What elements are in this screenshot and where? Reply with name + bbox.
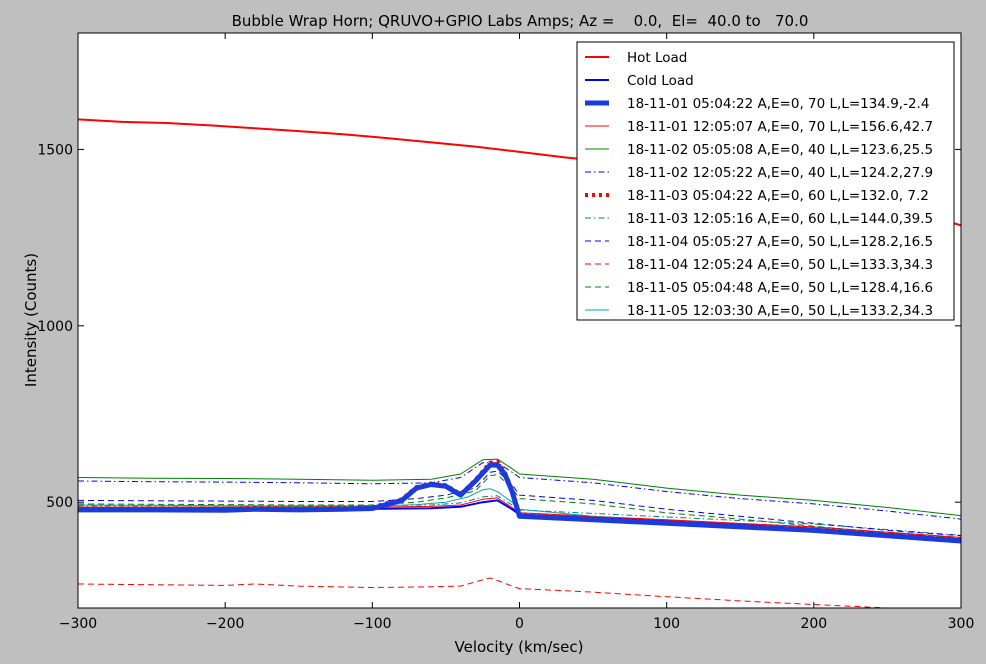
x-tick-label: 100 [653, 616, 680, 632]
x-axis-label: Velocity (km/sec) [455, 638, 584, 656]
chart-title: Bubble Wrap Horn; QRUVO+GPIO Labs Amps; … [232, 12, 809, 30]
legend-box [576, 41, 955, 321]
legend-label-11: 18-11-05 05:04:48 A,E=0, 50 L,L=128.4,16… [627, 280, 933, 296]
series-line-9 [78, 470, 961, 537]
legend-label-7: 18-11-03 05:04:22 A,E=0, 60 L,L=132.0, 7… [627, 188, 929, 204]
legend-label-1: Hot Load [627, 50, 687, 66]
y-tick-label: 1000 [37, 319, 73, 335]
x-tick-label: −300 [59, 616, 97, 632]
legend-label-12: 18-11-05 12:03:30 A,E=0, 50 L,L=133.2,34… [627, 303, 933, 319]
legend-label-2: Cold Load [627, 73, 694, 89]
x-tick-label: 300 [948, 616, 975, 632]
legend: Hot Load Cold Load 18-11-01 05:04:22 A,E=0… [576, 41, 955, 321]
series-line-3 [78, 462, 961, 544]
legend-label-9: 18-11-04 05:05:27 A,E=0, 50 L,L=128.2,16… [627, 234, 933, 250]
legend-label-3: 18-11-01 05:04:22 A,E=0, 70 L,L=134.9,-2… [627, 96, 929, 112]
legend-label-4: 18-11-01 12:05:07 A,E=0, 70 L,L=156.6,42… [627, 119, 933, 135]
legend-label-8: 18-11-03 12:05:16 A,E=0, 60 L,L=144.0,39… [627, 211, 933, 227]
series-line-10 [78, 577, 908, 608]
y-axis: 500 1000 1500 [37, 142, 961, 511]
legend-items: Hot Load Cold Load 18-11-01 05:04:22 A,E=0… [585, 50, 933, 319]
y-axis-label: Intensity (Counts) [22, 253, 40, 387]
series-layer [78, 118, 961, 608]
legend-label-6: 18-11-02 12:05:22 A,E=0, 40 L,L=124.2,27… [627, 165, 933, 181]
x-tick-label: −100 [353, 616, 391, 632]
x-tick-label: 200 [800, 616, 827, 632]
x-tick-label: −200 [206, 616, 244, 632]
y-tick-label: 500 [46, 495, 73, 511]
x-axis: −300 −200 −100 0 100 200 300 [59, 33, 975, 632]
legend-label-10: 18-11-04 12:05:24 A,E=0, 50 L,L=133.3,34… [627, 257, 933, 273]
x-tick-label: 0 [515, 616, 524, 632]
series-line-5 [78, 458, 961, 517]
y-tick-label: 1500 [37, 142, 73, 158]
series-line-11 [78, 474, 961, 539]
legend-label-5: 18-11-02 05:05:08 A,E=0, 40 L,L=123.6,25… [627, 142, 933, 158]
